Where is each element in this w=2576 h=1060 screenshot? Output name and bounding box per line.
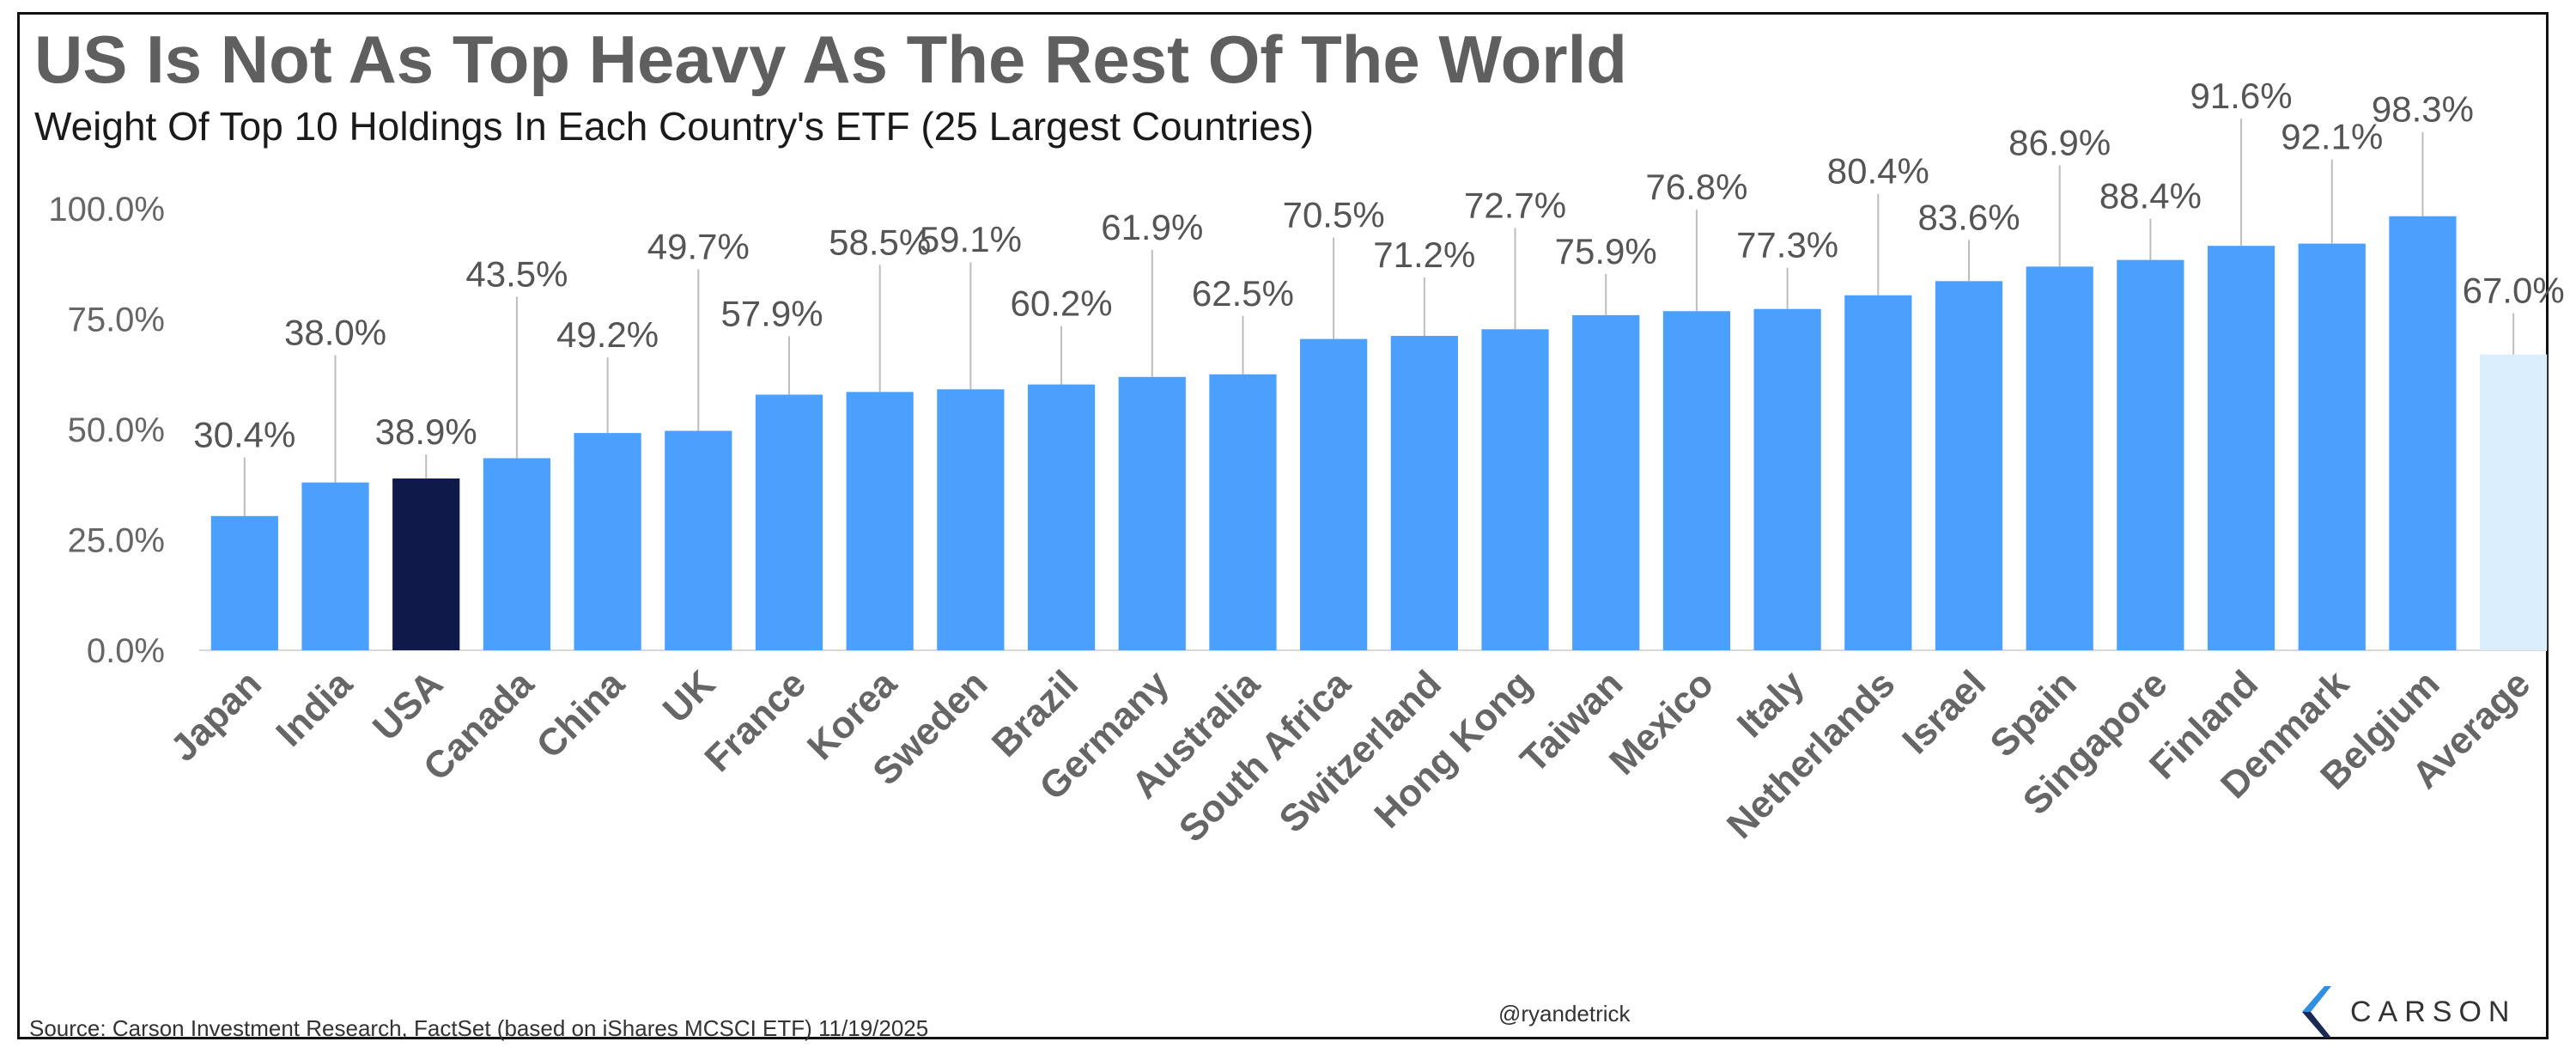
bar-india: [301, 482, 369, 650]
value-label: 83.6%: [1917, 197, 2020, 237]
value-label: 67.0%: [2463, 271, 2565, 311]
bar-sweden: [937, 389, 1005, 650]
bar-france: [755, 394, 823, 650]
y-tick-label: 75.0%: [68, 302, 165, 339]
value-label: 49.2%: [556, 314, 659, 355]
y-tick-label: 25.0%: [68, 522, 165, 560]
carson-logo-icon: [2302, 986, 2331, 1038]
bar-uk: [665, 430, 732, 650]
value-labels: 30.4% 38.0% 38.9% 43.5% 49.2% 49.7% 57.9%58.5%…: [193, 76, 2565, 516]
value-label: 72.7%: [1464, 185, 1566, 225]
value-label: 88.4%: [2099, 176, 2202, 216]
bar-korea: [846, 392, 914, 650]
y-tick-label: 0.0%: [87, 632, 165, 670]
category-label: Italy: [1729, 662, 1813, 746]
bar-taiwan: [1572, 314, 1640, 650]
carson-logo: CARSON: [2290, 984, 2516, 1039]
value-label: 86.9%: [2008, 122, 2111, 162]
bar-finland: [2207, 246, 2275, 650]
author-handle: @ryandetrick: [1498, 1001, 1631, 1026]
bar-singapore: [2117, 259, 2184, 650]
value-label: 61.9%: [1101, 207, 1203, 247]
bar-germany: [1118, 376, 1186, 650]
value-label: 98.3%: [2372, 89, 2474, 130]
category-label: Israel: [1894, 662, 1994, 762]
category-label: Netherlands: [1719, 662, 1903, 846]
bar-canada: [483, 458, 551, 650]
y-tick-label: 100.0%: [48, 191, 165, 228]
bar-japan: [210, 515, 278, 650]
bar-netherlands: [1844, 295, 1912, 650]
source-note: Source: Carson Investment Research, Fact…: [29, 1015, 929, 1041]
value-label: 38.0%: [284, 313, 386, 353]
value-label: 38.9%: [375, 411, 477, 452]
bar-israel: [1935, 281, 2003, 650]
category-label: Japan: [162, 662, 270, 770]
bar-chart: 0.0% 25.0% 50.0% 75.0% 100.0% 30.4% 38.0% 38.9…: [48, 76, 2565, 850]
bar-brazil: [1027, 384, 1096, 650]
category-label: UK: [655, 662, 724, 731]
chart-subtitle: Weight Of Top 10 Holdings In Each Countr…: [34, 104, 1315, 149]
bar-hong-kong: [1481, 329, 1549, 650]
y-tick-label: 50.0%: [68, 411, 165, 449]
bar-switzerland: [1390, 336, 1458, 650]
category-label: Mexico: [1601, 662, 1722, 783]
category-label: India: [268, 662, 361, 755]
bar-south-africa: [1300, 338, 1368, 650]
bar-australia: [1209, 374, 1277, 650]
bar-spain: [2026, 266, 2093, 650]
value-label: 30.4%: [193, 415, 295, 455]
bars: [210, 216, 2548, 650]
chart-title: US Is Not As Top Heavy As The Rest Of Th…: [34, 21, 1627, 97]
value-label: 60.2%: [1011, 283, 1113, 324]
bar-mexico: [1662, 311, 1731, 650]
category-label: China: [529, 662, 633, 766]
bar-belgium: [2389, 216, 2457, 650]
value-label: 49.7%: [647, 227, 750, 267]
value-label: 57.9%: [720, 293, 823, 333]
value-label: 76.8%: [1645, 167, 1747, 207]
value-label: 59.1%: [920, 219, 1022, 259]
value-label: 70.5%: [1283, 195, 1385, 235]
value-label: 62.5%: [1192, 273, 1294, 314]
value-label: 58.5%: [829, 222, 931, 262]
value-label: 43.5%: [465, 253, 568, 294]
bar-usa: [392, 478, 460, 650]
value-label: 80.4%: [1827, 151, 1929, 192]
bar-denmark: [2298, 243, 2366, 650]
category-label: France: [696, 662, 814, 780]
value-label: 91.6%: [2190, 76, 2293, 116]
value-label: 92.1%: [2281, 117, 2383, 157]
bar-average: [2480, 354, 2548, 650]
value-label: 75.9%: [1555, 231, 1657, 271]
bar-china: [574, 433, 641, 650]
logo-text: CARSON: [2350, 995, 2517, 1028]
value-label: 71.2%: [1373, 235, 1475, 275]
value-label: 77.3%: [1736, 225, 1838, 265]
bar-italy: [1753, 308, 1821, 650]
